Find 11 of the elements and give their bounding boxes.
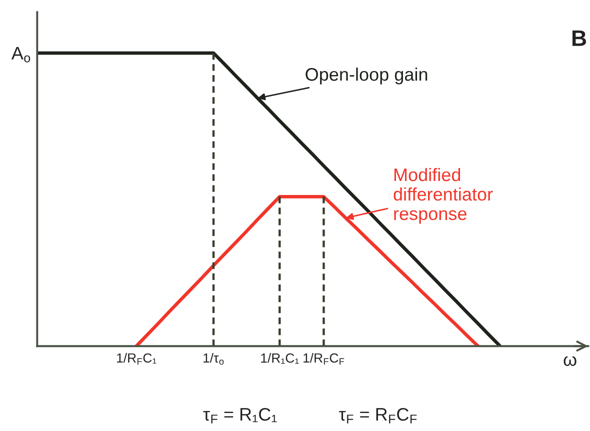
- text: τ$_{F}$ = R₁C₁: [203, 408, 277, 424]
- x-tick-label: 1/τ$_{o}$: [204, 352, 224, 365]
- text: Open-loop gain: [306, 68, 428, 84]
- x-tick-label: 1/R$_{F}$C$_{F}$: [304, 352, 344, 365]
- text: τ$_{F}$ = R$_{F}$C$_{F}$: [338, 408, 417, 424]
- series-label: Modified differentiator response: [394, 168, 493, 224]
- text: A$_{o}$: [11, 46, 30, 62]
- x-tick-label: 1/R$_{F}$C₁: [117, 352, 156, 365]
- x-tick-label: 1/R₁C₁: [261, 353, 299, 364]
- text: B: [572, 30, 586, 46]
- x-axis-title: ω: [564, 356, 576, 366]
